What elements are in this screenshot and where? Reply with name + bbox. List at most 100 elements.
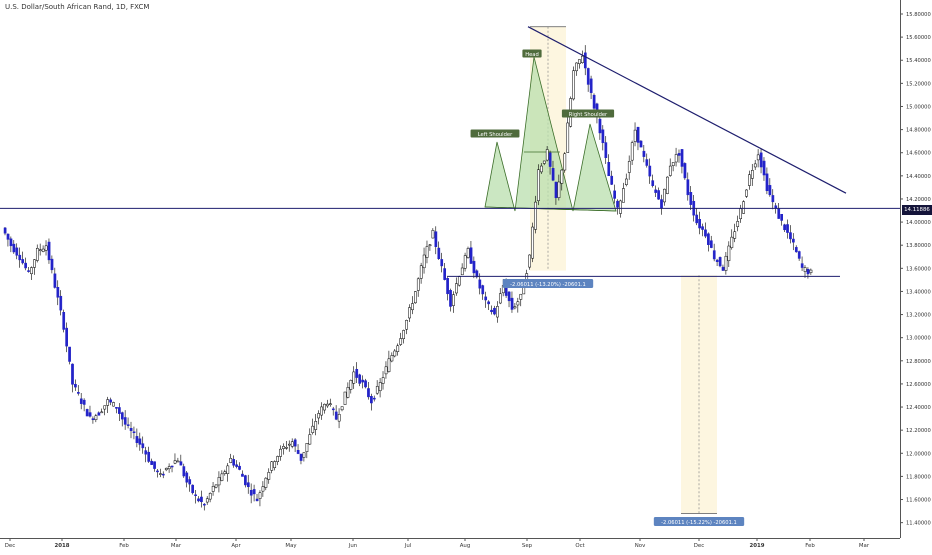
candle-down xyxy=(367,388,370,398)
candle-up xyxy=(229,458,233,463)
candle-down xyxy=(3,227,7,234)
candle-down xyxy=(707,233,710,245)
candle-up xyxy=(534,201,537,230)
candle-down xyxy=(59,295,63,311)
candle-down xyxy=(583,52,587,69)
candle-up xyxy=(323,403,326,411)
candle-down xyxy=(548,152,552,167)
candle-up xyxy=(560,169,564,184)
measure-label-upper-bg xyxy=(502,279,594,288)
y-tick-label: 11.60000 xyxy=(906,498,931,504)
candle-down xyxy=(792,238,795,243)
candle-up xyxy=(663,188,666,203)
candle-up xyxy=(457,276,461,286)
candle-up xyxy=(739,208,742,220)
candle-down xyxy=(355,368,359,378)
y-tick-label: 12.80000 xyxy=(906,359,931,365)
candle-down xyxy=(592,94,596,109)
candle-up xyxy=(302,452,306,458)
candle-up xyxy=(516,301,520,306)
candle-down xyxy=(364,380,367,388)
candle-up xyxy=(282,446,285,449)
candle-up xyxy=(390,355,394,362)
candle-down xyxy=(481,285,485,295)
candle-down xyxy=(660,199,663,209)
candle-down xyxy=(469,247,473,264)
candle-down xyxy=(235,464,238,467)
candle-up xyxy=(531,226,534,259)
candle-up xyxy=(346,387,350,398)
candle-up xyxy=(751,170,754,179)
y-tick-label: 14.20000 xyxy=(906,197,931,203)
candle-up xyxy=(425,246,429,258)
candle-down xyxy=(718,257,722,267)
candle-up xyxy=(633,129,637,142)
candle-up xyxy=(528,254,531,268)
y-tick-label: 15.40000 xyxy=(906,58,931,64)
candle-up xyxy=(35,248,39,261)
candle-down xyxy=(21,259,25,264)
measure-range-lower xyxy=(681,275,717,514)
candle-up xyxy=(211,486,215,492)
candle-up xyxy=(41,248,45,252)
candle-up xyxy=(563,153,567,171)
label-left-shoulder: Left Shoulder xyxy=(478,132,513,138)
candle-down xyxy=(610,175,614,185)
candle-up xyxy=(223,471,227,474)
candle-down xyxy=(144,450,148,455)
candle-up xyxy=(809,269,813,273)
candle-down xyxy=(651,180,655,186)
x-tick-label: Jul xyxy=(404,543,412,549)
candle-up xyxy=(452,294,455,306)
descending-trendline xyxy=(527,26,847,194)
candle-up xyxy=(30,267,33,275)
candle-down xyxy=(484,296,488,301)
candle-up xyxy=(733,231,737,239)
x-tick-label: Feb xyxy=(805,543,815,549)
candle-up xyxy=(566,122,570,153)
candle-up xyxy=(627,161,631,173)
candle-up xyxy=(173,460,177,464)
candle-down xyxy=(677,153,681,156)
candle-down xyxy=(12,243,16,253)
measure-label-lower-bg xyxy=(653,517,745,526)
y-tick-label: 14.40000 xyxy=(906,174,931,180)
y-tick-label: 13.40000 xyxy=(906,289,931,295)
candle-down xyxy=(77,392,80,394)
candle-up xyxy=(668,165,672,176)
candle-up xyxy=(748,174,751,186)
candle-down xyxy=(123,417,127,425)
candle-up xyxy=(498,293,502,304)
y-tick-label: 12.00000 xyxy=(906,451,931,457)
candle-up xyxy=(375,386,379,394)
candle-down xyxy=(361,379,364,383)
candle-down xyxy=(24,262,27,269)
x-tick-label: Apr xyxy=(231,543,241,549)
candle-down xyxy=(487,301,490,305)
candle-up xyxy=(208,493,212,500)
candle-up xyxy=(384,366,388,375)
candle-down xyxy=(786,224,789,233)
y-tick-label: 15.80000 xyxy=(906,12,931,18)
candle-up xyxy=(619,200,622,214)
candle-up xyxy=(287,443,291,446)
candle-down xyxy=(203,503,206,506)
candle-down xyxy=(601,129,605,144)
candle-down xyxy=(680,149,684,167)
candle-down xyxy=(47,241,51,261)
candle-up xyxy=(666,176,669,194)
candle-up xyxy=(537,169,540,202)
candle-up xyxy=(276,456,279,462)
candle-up xyxy=(624,178,628,185)
candle-up xyxy=(727,245,731,262)
candle-down xyxy=(657,190,660,200)
candle-down xyxy=(246,482,250,488)
candle-down xyxy=(88,412,92,417)
candle-down xyxy=(141,443,145,449)
candle-down xyxy=(71,363,74,385)
candle-up xyxy=(381,377,385,384)
candle-up xyxy=(431,230,435,239)
candle-down xyxy=(554,181,558,199)
x-tick-label: Nov xyxy=(635,543,646,549)
candle-down xyxy=(586,68,590,85)
